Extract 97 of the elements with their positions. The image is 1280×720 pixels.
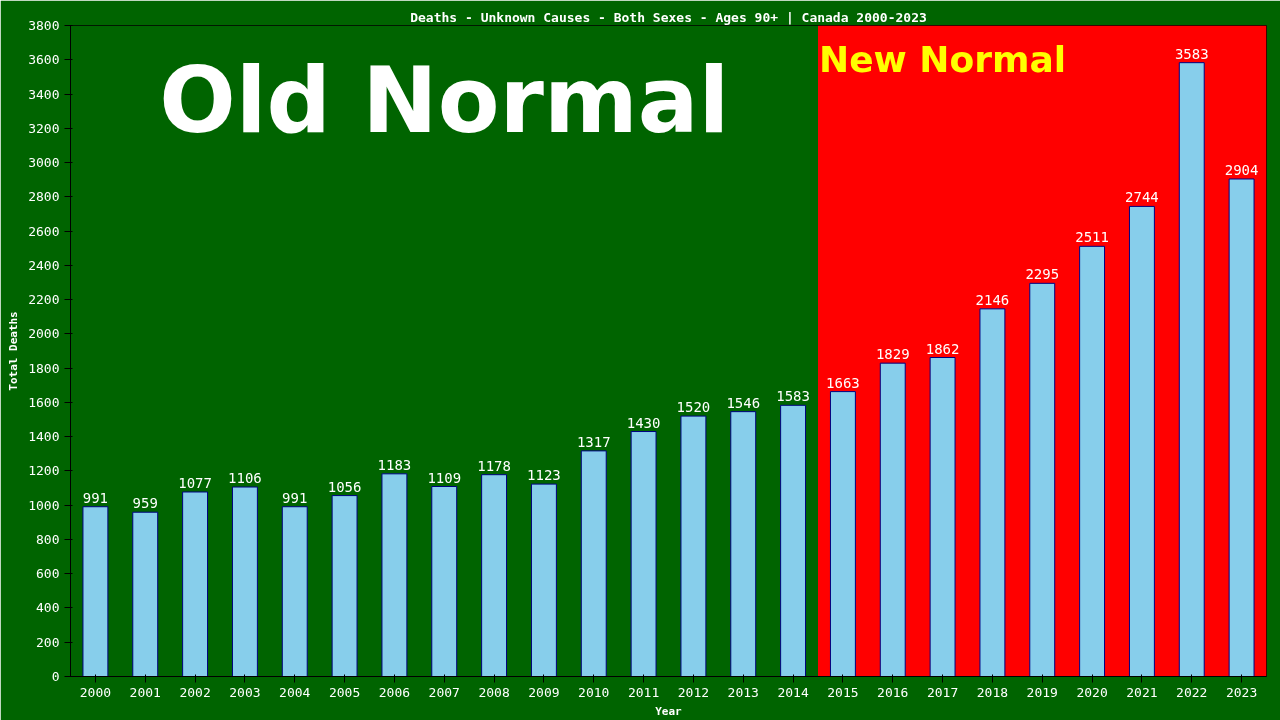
bar	[281, 506, 308, 677]
y-tick-label: 400	[36, 600, 60, 616]
bar	[929, 357, 956, 677]
data-label: 1183	[377, 456, 412, 473]
data-label: 1317	[576, 433, 611, 450]
bar	[182, 491, 209, 677]
data-label: 1862	[925, 340, 960, 357]
y-tick-label: 2000	[28, 326, 60, 342]
y-tick-label: 1000	[28, 497, 60, 513]
y-tick-label: 3000	[28, 155, 60, 171]
data-label: 959	[132, 495, 158, 512]
bar	[1228, 178, 1255, 677]
y-tick-label: 2800	[28, 189, 60, 205]
data-label: 1106	[228, 470, 262, 487]
bar	[730, 411, 757, 677]
bar	[829, 391, 856, 677]
x-tick-label: 2015	[827, 684, 859, 700]
data-label: 1430	[626, 414, 661, 431]
x-tick-label: 2003	[229, 684, 261, 700]
bar	[1128, 205, 1155, 677]
data-label: 1077	[178, 474, 212, 491]
y-tick-label: 3600	[28, 52, 60, 68]
bar	[1079, 245, 1106, 677]
bar	[580, 450, 607, 677]
bar	[331, 495, 358, 677]
x-tick-label: 2008	[478, 684, 510, 700]
data-label: 3583	[1174, 45, 1209, 62]
x-tick-label: 2005	[328, 684, 361, 700]
data-label: 991	[82, 489, 109, 506]
data-label: 1663	[826, 374, 860, 391]
data-label: 2511	[1075, 229, 1109, 246]
data-label: 1583	[776, 388, 810, 405]
data-label: 1056	[327, 478, 362, 495]
y-tick-label: 2200	[28, 292, 60, 308]
x-tick-label: 2009	[528, 684, 560, 700]
x-axis-title: Year	[655, 704, 683, 718]
bar	[780, 404, 807, 677]
x-tick-label: 2002	[179, 684, 211, 700]
y-axis-title: Total Deaths	[7, 311, 21, 391]
y-tick-label: 1200	[28, 463, 60, 479]
data-label: 1520	[676, 399, 711, 416]
data-label: 1546	[726, 394, 761, 411]
x-tick-label: 2020	[1076, 684, 1108, 700]
bar	[630, 431, 657, 677]
x-tick-label: 2017	[926, 684, 959, 700]
x-tick-label: 2019	[1026, 684, 1058, 700]
band-label: Old Normal	[159, 47, 730, 153]
band-label: New Normal	[819, 39, 1067, 81]
data-label: 1123	[527, 467, 561, 484]
y-tick-label: 2400	[28, 257, 60, 273]
data-label: 2295	[1025, 266, 1060, 283]
y-tick-label: 3400	[28, 86, 60, 102]
bar	[680, 415, 707, 677]
x-tick-label: 2023	[1225, 684, 1258, 700]
bar	[481, 474, 508, 677]
bar	[381, 473, 408, 677]
x-tick-label: 2004	[279, 684, 311, 700]
bar	[132, 511, 159, 677]
x-tick-label: 2016	[877, 684, 909, 700]
bar	[431, 486, 458, 677]
x-tick-label: 2007	[428, 684, 460, 700]
data-label: 2146	[975, 291, 1010, 308]
x-tick-label: 2021	[1126, 684, 1158, 700]
x-tick-label: 2000	[79, 684, 112, 700]
x-tick-label: 2022	[1176, 684, 1208, 700]
chart-title: Deaths - Unknown Causes - Both Sexes - Ages 90+ | Canada 2000-2023	[410, 9, 927, 25]
x-tick-label: 2013	[727, 684, 759, 700]
data-label: 2904	[1224, 162, 1259, 178]
bar	[82, 506, 109, 677]
bar	[530, 483, 557, 677]
x-tick-label: 2011	[627, 684, 660, 700]
y-tick-label: 3800	[28, 18, 60, 33]
y-tick-label: 2600	[28, 223, 60, 239]
bar	[879, 362, 906, 677]
data-label: 2744	[1125, 189, 1159, 206]
y-tick-label: 800	[36, 531, 60, 547]
bar	[1029, 282, 1056, 677]
data-label: 1109	[427, 469, 462, 486]
y-tick-label: 1600	[28, 394, 60, 410]
data-label: 1829	[875, 346, 910, 363]
bar	[979, 308, 1006, 677]
x-tick-label: 2006	[378, 684, 411, 700]
x-tick-label: 2010	[578, 684, 610, 700]
y-tick-label: 0	[51, 669, 60, 684]
y-tick-label: 200	[36, 634, 60, 650]
y-tick-label: 3200	[28, 120, 60, 136]
x-tick-label: 2001	[129, 684, 161, 700]
x-tick-label: 2018	[976, 684, 1009, 700]
y-tick-label: 1400	[28, 429, 60, 445]
bar	[231, 486, 258, 677]
x-tick-label: 2012	[677, 684, 710, 700]
bar	[1178, 62, 1205, 677]
data-label: 991	[282, 489, 308, 506]
data-label: 1178	[477, 457, 511, 474]
y-tick-label: 600	[36, 566, 60, 582]
x-tick-label: 2014	[777, 684, 809, 700]
y-tick-label: 1800	[28, 360, 60, 376]
